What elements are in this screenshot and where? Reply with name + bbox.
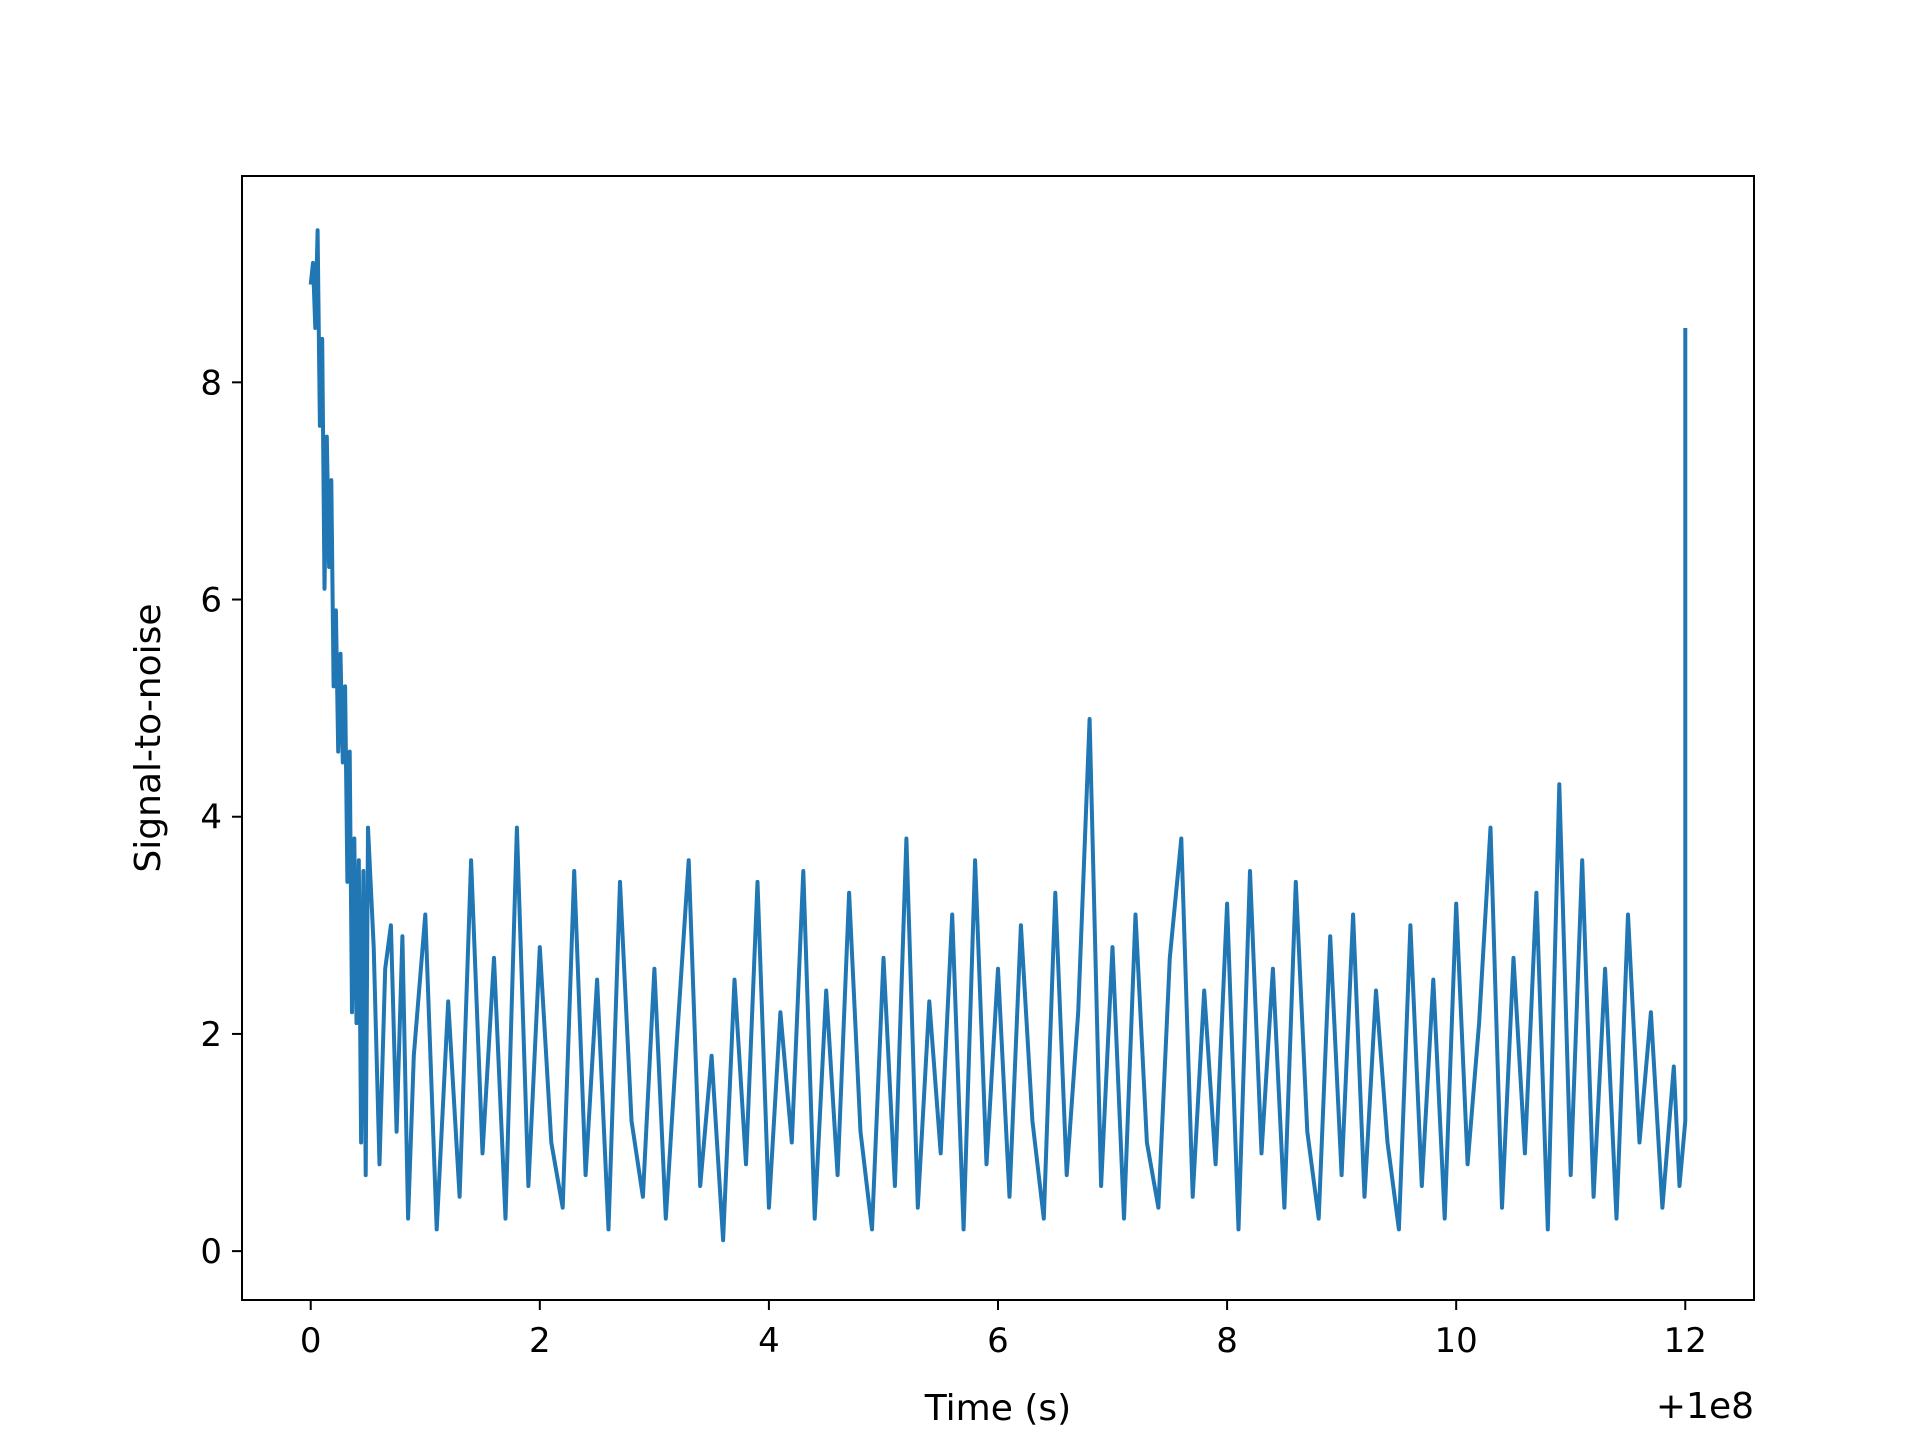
y-axis-label: Signal-to-noise bbox=[128, 603, 169, 872]
series-line-0 bbox=[308, 228, 1688, 1243]
x-axis: 0 2 4 6 8 10 12 bbox=[300, 1300, 1707, 1361]
x-offset-label: +1e8 bbox=[1656, 1386, 1754, 1427]
y-tick-label: 8 bbox=[200, 363, 222, 403]
x-tick-label: 10 bbox=[1435, 1321, 1478, 1361]
y-tick-label: 0 bbox=[200, 1232, 222, 1272]
y-tick-label: 2 bbox=[200, 1015, 222, 1055]
x-tick-label: 2 bbox=[529, 1321, 551, 1361]
x-tick-label: 12 bbox=[1664, 1321, 1707, 1361]
y-tick-label: 6 bbox=[200, 581, 222, 621]
x-tick-label: 4 bbox=[758, 1321, 780, 1361]
x-tick-label: 6 bbox=[987, 1321, 1009, 1361]
x-tick-label: 8 bbox=[1216, 1321, 1238, 1361]
y-axis: 0 2 4 6 8 bbox=[200, 363, 242, 1272]
y-tick-label: 4 bbox=[200, 798, 222, 838]
x-tick-label: 0 bbox=[300, 1321, 322, 1361]
x-axis-label: Time (s) bbox=[924, 1388, 1071, 1429]
series-layer bbox=[308, 228, 1688, 1243]
